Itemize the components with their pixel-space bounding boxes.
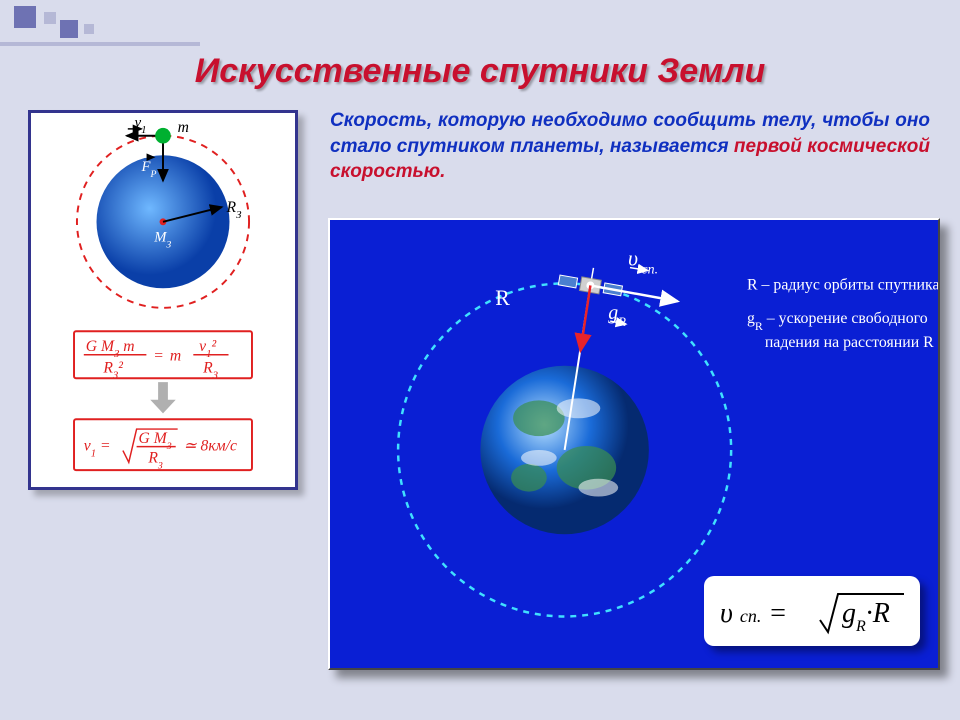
svg-text:gR – ускорение свободного: gR – ускорение свободного xyxy=(747,310,928,333)
legend-R: R – радиус орбиты спутника xyxy=(747,276,938,293)
svg-text:=: = xyxy=(154,348,163,365)
label-R: R xyxy=(495,286,510,310)
slide-title: Искусственные спутники Земли xyxy=(0,52,960,91)
svg-text:gR·R: gR·R xyxy=(842,598,890,635)
label-m: m xyxy=(178,119,189,136)
svg-text:υ сп. =: υ сп. = xyxy=(720,598,787,629)
body-text: Скорость, которую необходимо сообщить те… xyxy=(330,108,930,185)
velocity-vector xyxy=(590,285,677,301)
satellite-dot xyxy=(155,128,171,144)
left-diagram-panel: v1 m FР RЗ MЗ G MЗ m RЗ² = m v1² RЗ v1 =… xyxy=(28,110,298,490)
satellite-icon xyxy=(558,262,625,297)
label-gR: gR xyxy=(608,302,626,329)
formula-vsp: υ сп. = gR·R xyxy=(704,576,920,646)
gravity-vector xyxy=(580,285,590,350)
label-v1: v1 xyxy=(135,115,147,136)
arrow-down-icon xyxy=(150,382,175,413)
svg-text:m: m xyxy=(170,348,181,365)
legend-g2: падения на расстоянии R xyxy=(765,334,934,351)
decor-squares xyxy=(0,0,200,60)
legend: R – радиус орбиты спутника gR – ускорени… xyxy=(747,276,938,350)
left-diagram: v1 m FР RЗ MЗ G MЗ m RЗ² = m v1² RЗ v1 =… xyxy=(31,113,295,487)
label-vsp: υ сп. xyxy=(628,247,658,278)
right-diagram-panel: R υ сп. gR R – радиус орбиты спутника gR… xyxy=(328,218,940,670)
svg-text:≃ 8км/с: ≃ 8км/с xyxy=(184,438,237,455)
